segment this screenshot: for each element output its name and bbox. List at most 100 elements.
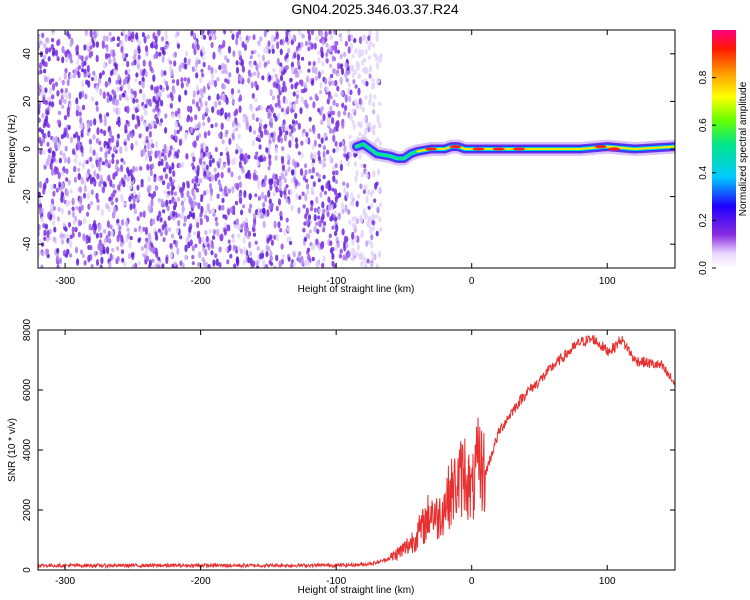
noise-point — [229, 253, 233, 259]
noise-point — [127, 30, 131, 37]
noise-point — [299, 107, 303, 115]
noise-point — [274, 73, 278, 78]
noise-point — [242, 204, 246, 209]
noise-point — [155, 251, 159, 258]
noise-point — [319, 241, 324, 250]
noise-point — [109, 253, 113, 261]
noise-point — [136, 59, 140, 65]
noise-point — [310, 152, 314, 160]
noise-point — [176, 78, 180, 87]
noise-point — [103, 113, 107, 120]
noise-point — [260, 131, 264, 139]
noise-point — [294, 112, 298, 120]
noise-point — [118, 225, 122, 231]
noise-point — [264, 194, 268, 203]
noise-point — [321, 201, 325, 209]
noise-point — [193, 182, 197, 190]
noise-point — [92, 70, 96, 76]
noise-point — [47, 56, 51, 62]
noise-point — [281, 174, 285, 180]
noise-point — [318, 208, 322, 214]
noise-point — [95, 54, 99, 63]
noise-point — [186, 190, 190, 198]
noise-point — [317, 107, 321, 113]
noise-point — [114, 69, 118, 75]
noise-point — [345, 153, 349, 162]
noise-point — [128, 195, 132, 202]
noise-point — [147, 232, 151, 240]
noise-point — [52, 236, 56, 243]
noise-point — [173, 60, 177, 67]
noise-point — [235, 66, 240, 74]
noise-point — [340, 67, 345, 75]
noise-point — [140, 115, 144, 122]
noise-point — [223, 30, 227, 35]
noise-point — [255, 63, 259, 72]
noise-point — [315, 196, 319, 204]
noise-point — [308, 168, 312, 174]
colorbar-tick-label: 0.0 — [698, 261, 709, 275]
noise-point — [354, 175, 358, 183]
noise-point — [303, 221, 307, 226]
noise-point — [214, 173, 218, 182]
noise-point — [51, 37, 55, 43]
noise-point — [207, 64, 211, 71]
noise-point — [50, 43, 55, 51]
noise-point — [203, 34, 207, 40]
noise-point — [347, 46, 351, 54]
noise-point — [247, 230, 252, 237]
noise-point — [90, 77, 95, 81]
noise-point — [342, 51, 347, 58]
noise-point — [351, 239, 355, 246]
noise-point — [201, 55, 205, 60]
noise-point — [273, 220, 277, 229]
noise-point — [205, 146, 209, 153]
noise-point — [279, 74, 284, 82]
noise-point — [248, 125, 252, 133]
noise-point — [152, 41, 157, 47]
noise-point — [162, 180, 166, 186]
noise-point — [160, 36, 165, 42]
noise-point — [322, 255, 326, 263]
noise-point — [339, 76, 343, 85]
noise-point — [359, 104, 363, 110]
noise-point — [334, 216, 338, 222]
noise-point — [80, 204, 84, 211]
colorbar: 0.00.20.40.60.8 Normalized spectral ampl… — [698, 30, 749, 275]
noise-point — [352, 123, 356, 130]
noise-point — [339, 36, 343, 42]
noise-point — [209, 194, 213, 202]
noise-point — [116, 43, 120, 47]
noise-point — [311, 65, 315, 74]
noise-point — [83, 180, 87, 186]
noise-point — [107, 230, 111, 237]
noise-point — [218, 132, 222, 139]
noise-point — [205, 164, 209, 170]
noise-point — [191, 66, 195, 73]
noise-point — [328, 184, 332, 191]
noise-point — [173, 261, 177, 267]
noise-point — [251, 113, 255, 121]
noise-point — [112, 190, 116, 198]
noise-point — [142, 93, 146, 101]
noise-point — [227, 188, 231, 194]
noise-point — [115, 79, 119, 85]
noise-point — [52, 137, 56, 143]
noise-point — [225, 192, 229, 197]
noise-point — [362, 189, 366, 195]
noise-point — [295, 81, 299, 86]
noise-point — [208, 183, 213, 189]
noise-point — [141, 70, 145, 77]
noise-point — [248, 250, 253, 257]
noise-point — [376, 137, 380, 142]
noise-point — [368, 122, 372, 128]
noise-point — [322, 174, 326, 180]
noise-point — [309, 96, 313, 101]
noise-point — [79, 249, 84, 255]
noise-point — [231, 98, 235, 106]
noise-point — [168, 227, 172, 232]
noise-point — [317, 150, 321, 157]
noise-point — [321, 262, 325, 268]
noise-point — [323, 190, 328, 195]
noise-point — [86, 192, 90, 200]
